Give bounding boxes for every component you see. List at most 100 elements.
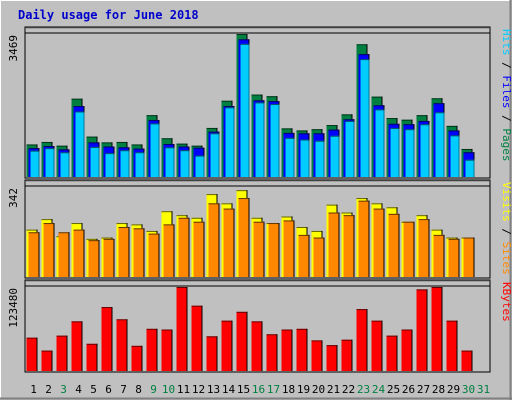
bar-hits-25-edge	[398, 127, 400, 177]
bar-hits-10-top	[165, 147, 175, 149]
bar-files-7-top	[118, 147, 130, 149]
bar-kbytes-8-top	[131, 345, 143, 347]
bar-visits-13-top	[206, 194, 218, 196]
bar-kbytes-20-edge	[321, 340, 323, 371]
bar-kbytes-21-top	[326, 345, 338, 347]
bar-sites-21	[328, 212, 340, 277]
bar-hits-29-edge	[458, 135, 460, 177]
x-tick-label-12: 12	[192, 383, 205, 396]
x-tick-label-24: 24	[372, 383, 386, 396]
bar-hits-5	[90, 146, 100, 177]
bar-hits-4	[75, 111, 85, 177]
bar-kbytes-5-top	[86, 343, 98, 345]
bar-pages-11-top	[176, 143, 188, 145]
bar-hits-6-top	[105, 153, 115, 155]
bar-kbytes-27	[416, 289, 428, 371]
bar-sites-19	[298, 234, 310, 277]
bar-hits-17	[270, 104, 280, 177]
legend-item-pages: Pages	[500, 128, 512, 161]
bar-sites-26-edge	[413, 221, 415, 277]
bar-pages-23-top	[356, 44, 368, 46]
bar-hits-3-top	[60, 152, 70, 154]
bar-kbytes-7-edge	[126, 319, 128, 371]
bar-kbytes-24-top	[371, 320, 383, 322]
bar-visits-27-top	[416, 215, 428, 217]
bar-hits-24-edge	[383, 109, 385, 177]
bar-sites-8	[133, 228, 145, 277]
bar-hits-21	[330, 135, 340, 177]
bar-sites-6-top	[103, 238, 115, 240]
bar-sites-21-edge	[338, 212, 340, 277]
bar-kbytes-15-edge	[246, 311, 248, 371]
bar-kbytes-28-edge	[441, 287, 443, 371]
bar-visits-24-top	[371, 203, 383, 205]
bar-kbytes-14-edge	[231, 320, 233, 371]
bar-sites-2-top	[43, 223, 55, 225]
bar-sites-8-edge	[143, 228, 145, 277]
bar-hits-26-top	[405, 129, 415, 131]
bar-hits-13	[210, 133, 220, 177]
bar-kbytes-3	[56, 335, 68, 371]
y-tick-label-kbytes: 123480	[7, 288, 20, 328]
bar-visits-15-top	[236, 190, 248, 192]
bar-visits-11-top	[176, 215, 188, 217]
bar-sites-22-top	[343, 215, 355, 217]
bar-kbytes-18-top	[281, 329, 293, 331]
bar-files-6-top	[103, 146, 115, 148]
bar-hits-22-top	[345, 120, 355, 122]
bar-visits-28-top	[431, 229, 443, 231]
bar-kbytes-4-top	[71, 321, 83, 323]
bar-files-11-top	[178, 146, 190, 148]
x-tick-label-9: 9	[150, 383, 157, 396]
x-tick-label-7: 7	[120, 383, 127, 396]
bar-files-14-top	[223, 106, 235, 108]
bar-sites-17-top	[268, 223, 280, 225]
bar-kbytes-18-edge	[291, 329, 293, 371]
bar-visits-25-top	[386, 207, 398, 209]
bar-kbytes-15	[236, 311, 248, 371]
bar-hits-8-top	[135, 152, 145, 154]
bar-sites-1-top	[28, 232, 40, 234]
legend-item-sites: Sites	[500, 242, 512, 275]
bar-pages-28-top	[431, 98, 443, 100]
bar-sites-7	[118, 227, 130, 277]
bar-hits-14-edge	[233, 107, 235, 177]
bar-hits-30-top	[465, 159, 475, 161]
bar-kbytes-14	[221, 320, 233, 371]
bar-kbytes-8	[131, 345, 143, 371]
bar-sites-3	[58, 232, 70, 277]
bar-pages-26-top	[401, 119, 413, 121]
bar-kbytes-11	[176, 287, 188, 371]
bar-sites-26	[403, 221, 415, 277]
bar-kbytes-9-top	[146, 328, 158, 330]
bar-hits-27-top	[420, 124, 430, 126]
x-tick-label-26: 26	[402, 383, 415, 396]
x-tick-label-3: 3	[60, 383, 67, 396]
bar-hits-6	[105, 153, 115, 177]
bar-pages-14-top	[221, 100, 233, 102]
bar-hits-11	[180, 150, 190, 177]
bar-kbytes-17-edge	[276, 334, 278, 371]
bar-kbytes-23-top	[356, 309, 368, 311]
x-tick-label-15: 15	[237, 383, 250, 396]
bar-sites-5	[88, 240, 100, 277]
bar-kbytes-1	[26, 337, 38, 371]
bar-visits-4-top	[71, 223, 83, 225]
bar-hits-11-top	[180, 150, 190, 152]
x-tick-label-8: 8	[135, 383, 142, 396]
bar-sites-6	[103, 238, 115, 277]
bar-kbytes-20-top	[311, 340, 323, 342]
bar-sites-9-edge	[158, 233, 160, 277]
bar-kbytes-30	[461, 350, 473, 371]
bar-sites-3-top	[58, 232, 70, 234]
bar-sites-16-edge	[263, 221, 265, 277]
bar-kbytes-29-edge	[456, 320, 458, 371]
bar-sites-9-top	[148, 233, 160, 235]
bar-pages-1-top	[26, 144, 38, 146]
bar-kbytes-19-edge	[306, 328, 308, 371]
bar-kbytes-22-top	[341, 339, 353, 341]
bar-pages-19-top	[296, 130, 308, 132]
bar-kbytes-3-edge	[66, 335, 68, 371]
x-tick-label-21: 21	[327, 383, 340, 396]
bar-hits-20-edge	[323, 140, 325, 177]
